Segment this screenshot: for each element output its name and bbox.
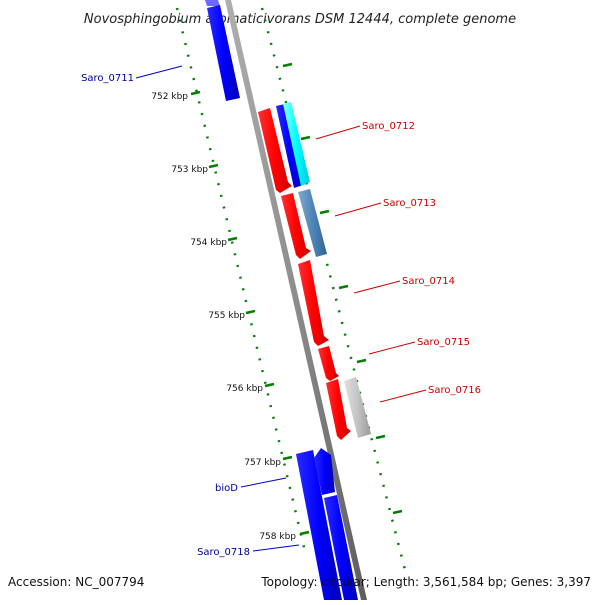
- label-saro-0712[interactable]: Saro_0712: [315, 121, 415, 140]
- label-biod[interactable]: bioD: [215, 477, 287, 494]
- gene-saro-0712[interactable]: [258, 102, 310, 193]
- label-saro-0715[interactable]: Saro_0715: [368, 337, 470, 355]
- genome-backbone: [225, 0, 367, 600]
- gene-label: Saro_0713: [383, 198, 436, 209]
- gene-label: Saro_0714: [402, 276, 455, 287]
- kbp-label: 758 kbp: [259, 532, 296, 542]
- gene-saro-0711[interactable]: [205, 0, 240, 101]
- kbp-label: 756 kbp: [226, 384, 263, 394]
- gene-saro-0716[interactable]: [326, 377, 371, 440]
- gene-label: bioD: [215, 483, 238, 494]
- inner-tick-track: [175, 7, 308, 557]
- gene-saro-0715[interactable]: [318, 346, 339, 381]
- gene-label: Saro_0718: [197, 547, 250, 558]
- gene-label: Saro_0715: [417, 337, 470, 348]
- gene-biod[interactable]: [314, 448, 358, 600]
- label-saro-0711[interactable]: Saro_0711: [81, 65, 183, 84]
- kbp-major-ticks: [190, 90, 310, 536]
- gene-label: Saro_0711: [81, 73, 134, 84]
- gene-label: Saro_0716: [428, 385, 481, 396]
- label-saro-0714[interactable]: Saro_0714: [353, 276, 455, 294]
- kbp-label: 752 kbp: [151, 92, 188, 102]
- kbp-label: 754 kbp: [190, 238, 227, 248]
- label-saro-0716[interactable]: Saro_0716: [379, 385, 481, 403]
- kbp-labels: 752 kbp 753 kbp 754 kbp 755 kbp 756 kbp …: [151, 92, 296, 542]
- accession-text: Accession: NC_007794: [8, 575, 144, 589]
- kbp-label: 753 kbp: [171, 165, 208, 175]
- label-saro-0713[interactable]: Saro_0713: [334, 198, 436, 217]
- outer-major-ticks: [282, 62, 403, 515]
- gene-label: Saro_0712: [362, 121, 415, 132]
- map-title: Novosphingobium aromaticivorans DSM 1244…: [84, 12, 516, 27]
- kbp-label: 757 kbp: [244, 458, 281, 468]
- outer-tick-track: [260, 7, 407, 571]
- kbp-label: 755 kbp: [208, 311, 245, 321]
- topology-summary: Topology: circular; Length: 3,561,584 bp…: [260, 575, 591, 589]
- gene-saro-0713[interactable]: [281, 189, 327, 259]
- gene-saro-0718[interactable]: [296, 450, 342, 600]
- label-saro-0718[interactable]: Saro_0718: [197, 544, 300, 558]
- gene-saro-0714[interactable]: [298, 260, 329, 346]
